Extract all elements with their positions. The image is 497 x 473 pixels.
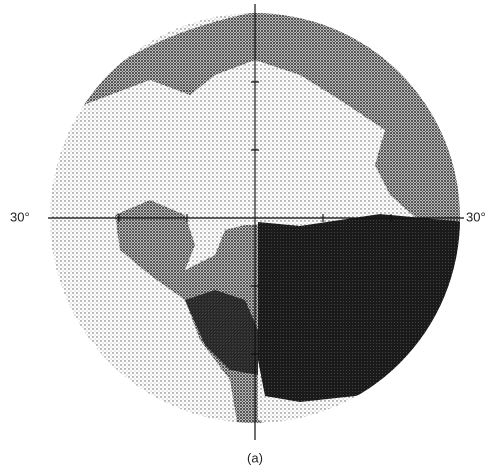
lower-defect [115,200,460,423]
left-label: 30° [10,209,30,224]
axes [48,4,464,440]
dense-defect [258,214,460,402]
dense-defect-left [185,290,258,375]
right-label: 30° [466,209,486,224]
caption: (a) [247,450,263,465]
upper-defect [70,13,460,240]
